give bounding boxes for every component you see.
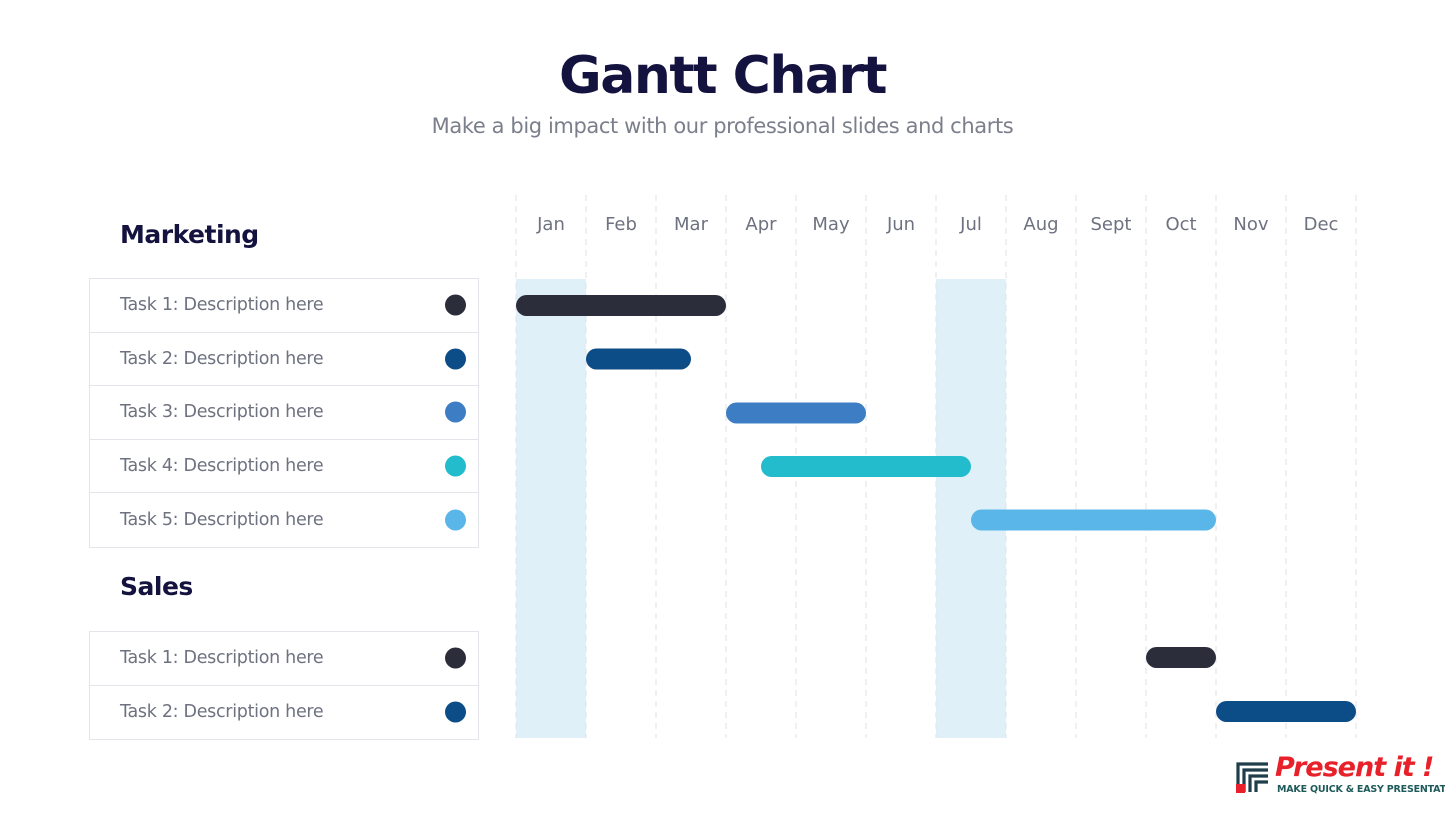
month-label: Aug	[1023, 214, 1058, 235]
logo-mark-icon	[1236, 762, 1268, 793]
task-label: Task 1: Description here	[120, 295, 324, 316]
task-color-dot	[445, 455, 466, 477]
marketing-task-list: Task 1: Description here Task 2: Descrip…	[89, 278, 479, 548]
highlight-band-jul	[936, 279, 1006, 738]
task-label: Task 5: Description here	[120, 509, 324, 530]
month-label: Jul	[959, 214, 982, 235]
page-title: Gantt Chart	[559, 46, 887, 106]
month-label: Sept	[1091, 214, 1132, 235]
list-item[interactable]: Task 2: Description here	[90, 333, 478, 386]
logo-name: Present it !	[1275, 752, 1434, 783]
sales-task-list: Task 1: Description here Task 2: Descrip…	[89, 631, 479, 740]
task-label: Task 1: Description here	[120, 648, 324, 669]
gantt-bar	[586, 348, 691, 370]
gantt-bar	[761, 456, 971, 477]
list-item[interactable]: Task 5: Description here	[90, 493, 478, 547]
gantt-bar	[1146, 647, 1216, 668]
month-label: Oct	[1165, 214, 1196, 235]
list-item[interactable]: Task 1: Description here	[90, 279, 478, 333]
month-label: Apr	[745, 214, 777, 235]
task-label: Task 4: Description here	[120, 455, 324, 476]
brand-logo: Present it ! MAKE QUICK & EASY PRESENTAT…	[1236, 752, 1445, 802]
page-subtitle: Make a big impact with our professional …	[431, 114, 1014, 138]
list-item[interactable]: Task 4: Description here	[90, 440, 478, 493]
month-label: Feb	[605, 214, 637, 235]
list-item[interactable]: Task 3: Description here	[90, 386, 478, 440]
task-color-dot	[445, 348, 466, 370]
task-color-dot	[445, 701, 466, 723]
gantt-bar	[1216, 701, 1356, 722]
task-color-dot	[445, 509, 466, 531]
month-label: May	[812, 214, 850, 235]
group-title-sales: Sales	[120, 572, 193, 601]
gantt-bar	[971, 509, 1216, 531]
highlight-band-jan	[516, 279, 586, 738]
task-color-dot	[445, 401, 466, 423]
task-color-dot	[445, 294, 466, 316]
month-label: Dec	[1304, 214, 1339, 235]
task-label: Task 2: Description here	[120, 348, 324, 369]
month-label: Jan	[536, 214, 565, 235]
month-label: Jun	[886, 214, 915, 235]
logo-tagline: MAKE QUICK & EASY PRESENTATIONS	[1277, 784, 1445, 795]
gantt-bar	[726, 402, 866, 424]
task-color-dot	[445, 647, 466, 669]
gantt-bar	[516, 295, 726, 316]
list-item[interactable]: Task 1: Description here	[90, 632, 478, 686]
task-label: Task 2: Description here	[120, 702, 324, 723]
month-label: Nov	[1233, 214, 1268, 235]
month-label: Mar	[674, 214, 709, 235]
group-title-marketing: Marketing	[120, 220, 259, 249]
list-item[interactable]: Task 2: Description here	[90, 686, 478, 740]
task-label: Task 3: Description here	[120, 402, 324, 423]
